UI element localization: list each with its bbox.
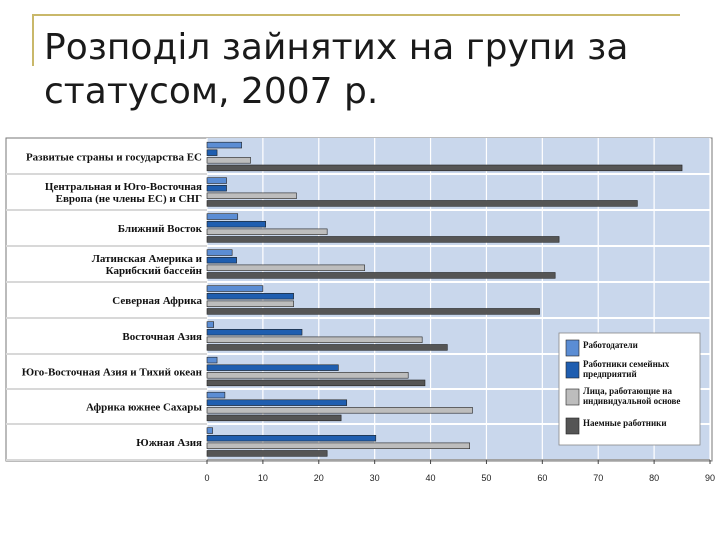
- category-label: Восточная Азия: [122, 331, 202, 343]
- legend-label: Работодатели: [583, 340, 638, 350]
- title-frame-top: [32, 14, 680, 16]
- bar: [206, 185, 227, 192]
- category-label: Развитые страны и государства ЕС: [26, 152, 202, 164]
- legend-label: Лица, работающие на: [583, 386, 672, 396]
- bar: [206, 292, 294, 300]
- x-tick-label: 40: [426, 473, 436, 483]
- category-label: Африка южнее Сахары: [86, 402, 202, 414]
- bar: [206, 256, 237, 264]
- legend-label: Работники семейных: [583, 359, 670, 369]
- x-tick-label: 0: [204, 473, 209, 483]
- category-label: Карибский бассейн: [106, 265, 203, 277]
- legend: [558, 332, 701, 446]
- bar: [206, 149, 218, 156]
- x-tick-label: 50: [481, 473, 491, 483]
- bar: [206, 427, 213, 434]
- legend-label: предприятий: [583, 369, 637, 379]
- legend-swatch: [565, 361, 580, 379]
- x-tick-label: 20: [314, 473, 324, 483]
- legend-label: индивидуальной основе: [583, 396, 680, 406]
- bar: [206, 328, 303, 336]
- bar: [206, 336, 423, 343]
- x-tick-label: 90: [705, 473, 715, 483]
- bar: [206, 379, 426, 387]
- bar: [206, 164, 683, 172]
- category-label: Центральная и Юго-Восточная: [45, 181, 202, 193]
- slide-title: Розподіл зайнятих на групи за статусом, …: [44, 27, 629, 112]
- bar: [206, 272, 556, 279]
- category-label: Северная Африка: [112, 295, 202, 307]
- bar: [206, 308, 540, 315]
- bar: [206, 434, 377, 442]
- bar: [206, 391, 226, 399]
- x-tick-label: 30: [370, 473, 380, 483]
- legend-swatch: [565, 417, 580, 435]
- bar: [206, 228, 328, 235]
- bar: [206, 192, 297, 199]
- bar: [206, 300, 294, 307]
- bar: [206, 414, 342, 422]
- bar: [206, 249, 233, 256]
- x-tick-label: 60: [537, 473, 547, 483]
- bar: [206, 141, 242, 149]
- legend-swatch: [565, 339, 580, 357]
- bar: [206, 399, 348, 406]
- category-label: Латинская Америка и: [92, 253, 203, 265]
- bar: [206, 264, 365, 271]
- bar: [206, 221, 266, 228]
- bar: [206, 177, 227, 184]
- bar: [206, 372, 409, 379]
- bar: [206, 213, 239, 220]
- bar: [206, 285, 264, 292]
- bar: [206, 344, 448, 351]
- x-tick-label: 80: [649, 473, 659, 483]
- bar: [206, 407, 473, 414]
- x-tick-label: 10: [258, 473, 268, 483]
- bar: [206, 200, 638, 207]
- bar: [206, 321, 215, 328]
- bar: [206, 356, 218, 364]
- title-frame-left: [32, 14, 34, 66]
- bar: [206, 364, 339, 371]
- bar: [206, 157, 251, 164]
- bar: [206, 236, 560, 243]
- bar: [206, 450, 328, 457]
- legend-label: Наемные работники: [583, 418, 667, 428]
- x-tick-label: 70: [593, 473, 603, 483]
- category-label: Юго-Восточная Азия и Тихий океан: [22, 367, 203, 379]
- legend-swatch: [565, 388, 580, 406]
- category-label: Южная Азия: [136, 437, 202, 449]
- category-label: Ближний Восток: [118, 223, 203, 235]
- category-label: Европа (не члены ЕС) и СНГ: [56, 193, 202, 205]
- bar: [206, 442, 470, 449]
